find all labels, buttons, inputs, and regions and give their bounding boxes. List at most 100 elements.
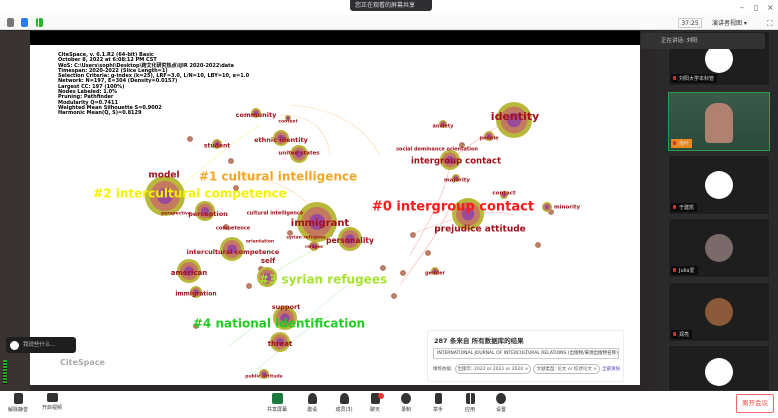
keyword-label[interactable]: identity [491, 110, 539, 123]
keyword-label[interactable]: anxiety [433, 124, 455, 130]
keyword-label[interactable]: perception [188, 210, 228, 218]
chat-bubble[interactable]: 我说些什么... [6, 337, 76, 353]
keyword-label[interactable]: community [236, 111, 277, 119]
network-node[interactable] [228, 158, 234, 164]
keyword-label[interactable]: prejudice attitude [434, 225, 526, 235]
keyword-label[interactable]: immigrant [291, 218, 350, 229]
restore-button[interactable]: ▯ [754, 3, 759, 12]
participant-tile[interactable]: 于建凯 [668, 155, 770, 215]
keyword-label[interactable]: orientation [246, 239, 274, 245]
node-core [446, 156, 454, 164]
keyword-label[interactable]: context [278, 119, 298, 125]
keyword-label[interactable]: ethnic identity [254, 136, 308, 144]
keyword-label[interactable]: refugee [305, 244, 323, 249]
fullscreen-icon[interactable]: ⛶ [767, 19, 773, 28]
keyword-label[interactable]: intergroup contact [411, 157, 501, 167]
cluster-label[interactable]: #2 intercultural competence [93, 187, 287, 201]
apps-button[interactable]: 应用 [454, 393, 486, 413]
shield-icon[interactable] [21, 18, 28, 27]
keyword-label[interactable]: minority [554, 205, 581, 211]
cluster-label[interactable]: #0 intergroup contact [372, 200, 534, 215]
share-screen-button[interactable]: 共享屏幕 [261, 393, 293, 413]
node-core [312, 244, 316, 248]
settings-button[interactable]: 设置 [485, 393, 517, 413]
info-icon[interactable] [7, 18, 14, 27]
record-button[interactable]: 录制 [390, 393, 422, 413]
unmute-button[interactable]: 解除静音 [2, 393, 34, 413]
participant-name: 刘阳大学本科管 [671, 74, 718, 83]
keyword-label[interactable]: public attitude [245, 374, 282, 380]
keyword-label[interactable]: gender [425, 271, 446, 277]
chat-button[interactable]: 聊天 [359, 393, 391, 413]
node-core [184, 266, 194, 276]
keyword-label[interactable]: competence [216, 226, 251, 232]
summary-line: Pruning: Pathfinder [58, 94, 114, 101]
signal-icon[interactable] [36, 18, 43, 27]
keyword-label[interactable]: contact [492, 191, 516, 197]
keyword-label[interactable]: model [148, 171, 179, 181]
keyword-label[interactable]: personality [326, 236, 374, 245]
participant-tile[interactable] [668, 345, 770, 391]
participant-name: 郑亮 [671, 330, 693, 339]
members-button[interactable]: 成员(3) [328, 393, 360, 413]
clear-all-link[interactable]: 全部清除 [602, 367, 621, 372]
network-node[interactable] [233, 185, 239, 191]
avatar [705, 171, 733, 199]
filter-chip-doctype[interactable]: 文献类型: 论文 or 综述论文 × [533, 364, 601, 374]
volume-meter [3, 360, 7, 384]
node-core [487, 134, 491, 138]
keyword-label[interactable]: majority [444, 178, 470, 184]
start-video-button[interactable]: 开启视频 [36, 393, 68, 411]
network-node[interactable] [425, 250, 431, 256]
share-screen-icon [271, 393, 283, 404]
citespace-network-view[interactable]: CiteSpace, v. 6.1.R2 (64-bit) Basic Octob… [30, 45, 640, 385]
hand-icon [434, 393, 442, 404]
keyword-label[interactable]: american [171, 269, 207, 277]
results-title: 287 条来自 所有数据库的结果 [434, 337, 524, 345]
leave-meeting-button[interactable]: 离开会议 [736, 394, 774, 413]
view-mode-dropdown[interactable]: 演讲者视图 ▾ [712, 20, 747, 27]
network-node[interactable] [400, 270, 406, 276]
node-core [276, 338, 284, 346]
avatar [705, 44, 733, 73]
keyword-label[interactable]: syrian refugees [286, 235, 326, 241]
participant-tile[interactable]: 郑亮 [668, 282, 770, 342]
participant-tile[interactable]: Julia爱 [668, 218, 770, 278]
keyword-label[interactable]: people [479, 136, 499, 142]
network-node[interactable] [410, 232, 416, 238]
participants-panel: 刘阳大学本科管 俞叶 于建凯 Julia爱 郑亮 [655, 31, 778, 391]
network-node[interactable] [246, 283, 252, 289]
minimize-button[interactable]: – [740, 3, 744, 12]
keyword-label[interactable]: support [272, 303, 301, 311]
network-node[interactable] [380, 265, 386, 271]
cluster-label[interactable]: #1 cultural intelligence [199, 170, 357, 184]
network-node[interactable] [459, 142, 465, 148]
network-node[interactable] [223, 224, 229, 230]
keyword-label[interactable]: perspective [161, 211, 191, 217]
keyword-label[interactable]: self [261, 257, 276, 265]
search-query-field[interactable]: INTERNATIONAL JOURNAL OF INTERCULTURAL R… [433, 348, 619, 359]
keyword-label[interactable]: threat [268, 340, 293, 348]
keyword-label[interactable]: student [204, 143, 230, 150]
cluster-label[interactable]: #3 syrian refugees [259, 273, 387, 287]
network-node[interactable] [391, 293, 397, 299]
network-node[interactable] [535, 242, 541, 248]
network-node[interactable] [193, 323, 199, 329]
invite-button[interactable]: 邀请 [296, 393, 328, 413]
keyword-label[interactable]: united states [278, 151, 320, 157]
network-node[interactable] [187, 136, 193, 142]
network-edge [169, 124, 261, 196]
emoji-icon[interactable] [10, 341, 19, 350]
keyword-label[interactable]: immigration [175, 291, 216, 298]
keyword-label[interactable]: cultural intelligence [247, 211, 304, 217]
network-node[interactable] [287, 230, 293, 236]
participant-tile-active-video[interactable]: 俞叶 [668, 92, 770, 151]
cluster-label[interactable]: #4 national identification [193, 317, 365, 331]
keyword-label[interactable]: intercultural competence [187, 248, 280, 256]
close-button[interactable]: × [767, 3, 774, 12]
filter-chip-year[interactable]: 出版年: 2022 or 2021 or 2020 × [454, 364, 532, 374]
keyword-label[interactable]: social dominance orientation [396, 147, 478, 153]
node-core [277, 134, 285, 142]
raise-hand-button[interactable]: 举手 [422, 393, 454, 413]
